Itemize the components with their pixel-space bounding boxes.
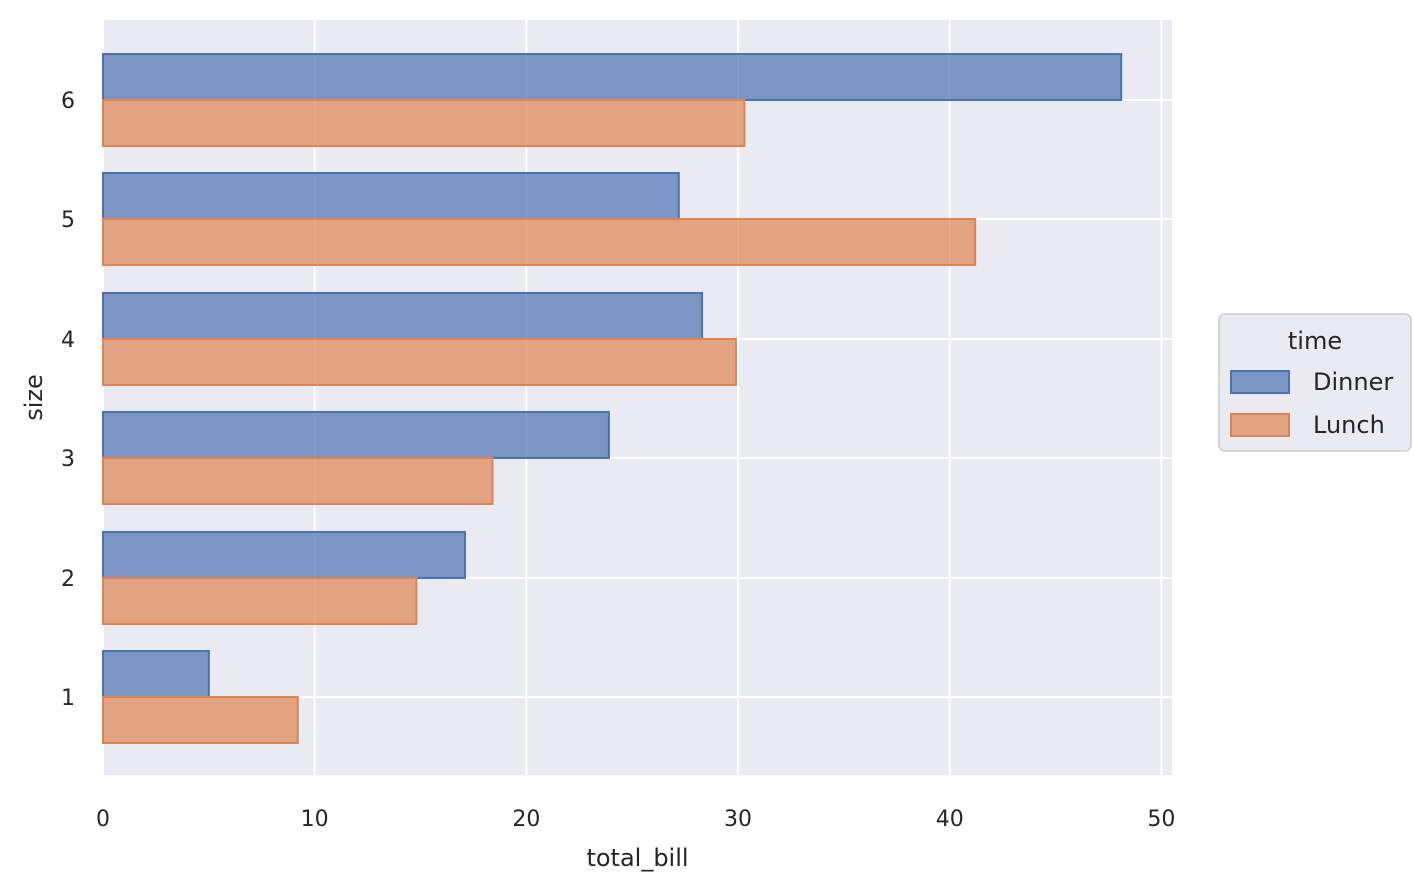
x-tick-label: 40 [936,807,964,832]
y-tick-label: 4 [61,328,75,353]
legend: time Dinner Lunch [1218,313,1412,452]
legend-title: time [1288,327,1342,355]
bar-dinner-size-3 [102,411,610,459]
x-tick-label: 10 [301,807,329,832]
ticks: 0 10 20 30 40 50 1 2 3 4 5 6 [61,89,1175,832]
bar-dinner-size-5 [102,172,680,220]
x-tick-label: 30 [724,807,752,832]
y-tick-label: 2 [61,567,75,592]
x-tick-label: 50 [1147,807,1175,832]
legend-items: Dinner Lunch [1230,368,1393,439]
bar-dinner-size-6 [102,53,1123,101]
x-tick-label: 0 [96,807,110,832]
bar-dinner-size-1 [102,650,210,698]
bar-lunch-size-3 [102,457,494,505]
legend-swatch-dinner [1230,370,1290,394]
y-tick-label: 1 [61,686,75,711]
legend-label-dinner: Dinner [1313,368,1393,396]
legend-swatch-lunch [1230,413,1290,437]
bar-lunch-size-6 [102,99,746,147]
y-tick-label: 6 [61,89,75,114]
x-axis-label: total_bill [586,844,688,872]
y-axis-label: size [20,374,48,421]
x-tick-label: 20 [512,807,540,832]
bar-dinner-size-4 [102,292,704,340]
legend-label-lunch: Lunch [1313,411,1385,439]
bar-lunch-size-4 [102,338,737,386]
bar-lunch-size-1 [102,696,299,744]
y-tick-label: 5 [61,208,75,233]
bars [102,53,1123,744]
bar-lunch-size-2 [102,577,418,625]
bar-lunch-size-5 [102,218,977,266]
y-tick-label: 3 [61,447,75,472]
bar-dinner-size-2 [102,531,466,579]
